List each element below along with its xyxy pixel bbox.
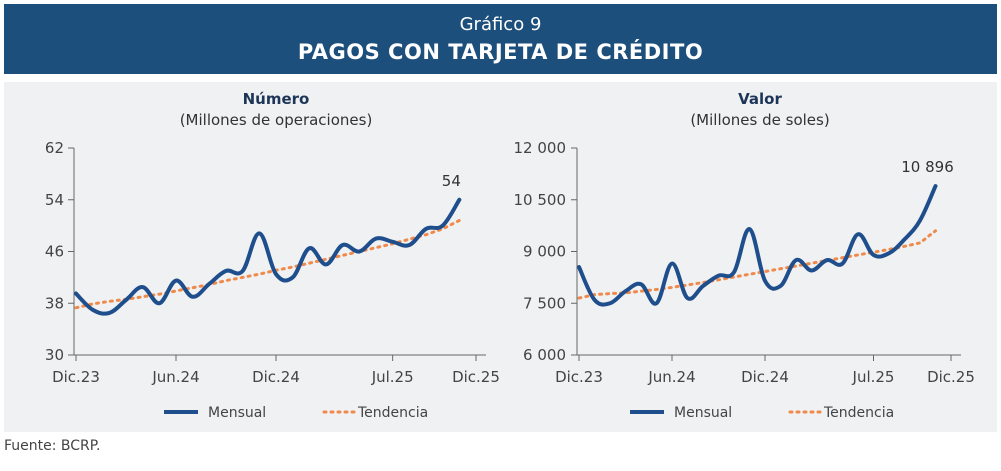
chart-title: Valor xyxy=(738,90,782,108)
end-data-label: 54 xyxy=(442,172,461,190)
legend-label-mensual: Mensual xyxy=(208,405,266,421)
series-tendencia-line xyxy=(74,218,461,310)
chart-subtitle: (Millones de operaciones) xyxy=(180,111,373,129)
y-tick-label: 54 xyxy=(45,191,64,209)
y-tick-label: 10 500 xyxy=(514,191,567,209)
y-tick-label: 9 000 xyxy=(523,243,566,261)
charts-panel: Número (Millones de operaciones) 30 38 46 54 6… xyxy=(4,82,997,432)
chart-title: Número xyxy=(243,90,310,108)
x-tick-label: Jun.24 xyxy=(647,368,695,386)
chart-valor: Valor (Millones de soles) 6 000 7 500 9 000 1… xyxy=(514,90,975,421)
x-tick-label: Dic.25 xyxy=(927,368,975,386)
x-tick-label: Dic.24 xyxy=(252,368,300,386)
x-tick-label: Dic.24 xyxy=(741,368,789,386)
figure-subtitle: Gráfico 9 xyxy=(459,14,542,35)
series-mensual-line xyxy=(74,197,462,316)
y-tick-label: 7 500 xyxy=(523,294,566,312)
series-tendencia-line xyxy=(577,229,937,300)
y-tick-label: 30 xyxy=(45,346,64,364)
legend-label-tendencia: Tendencia xyxy=(823,405,894,421)
y-tick-label: 62 xyxy=(45,139,64,157)
x-tick-label: Jul.25 xyxy=(852,368,895,386)
legend-label-tendencia: Tendencia xyxy=(357,405,428,421)
y-tick-label: 46 xyxy=(45,243,64,261)
x-tick-label: Dic.25 xyxy=(452,368,500,386)
end-data-label: 10 896 xyxy=(901,158,954,176)
x-tick-label: Jun.24 xyxy=(151,368,199,386)
figure-header: Gráfico 9 PAGOS CON TARJETA DE CRÉDITO xyxy=(4,4,997,74)
series-mensual-line xyxy=(577,184,938,307)
y-tick-label: 38 xyxy=(45,294,64,312)
legend-label-mensual: Mensual xyxy=(674,405,732,421)
x-tick-label: Jul.25 xyxy=(371,368,414,386)
x-tick-label: Dic.23 xyxy=(52,368,100,386)
x-tick-label: Dic.23 xyxy=(555,368,603,386)
y-tick-label: 12 000 xyxy=(514,139,567,157)
chart-numero: Número (Millones de operaciones) 30 38 46 54 6… xyxy=(45,90,500,421)
figure-title: PAGOS CON TARJETA DE CRÉDITO xyxy=(297,40,704,64)
y-tick-label: 6 000 xyxy=(523,346,566,364)
source-note: Fuente: BCRP. xyxy=(4,438,101,454)
chart-subtitle: (Millones de soles) xyxy=(690,111,829,129)
